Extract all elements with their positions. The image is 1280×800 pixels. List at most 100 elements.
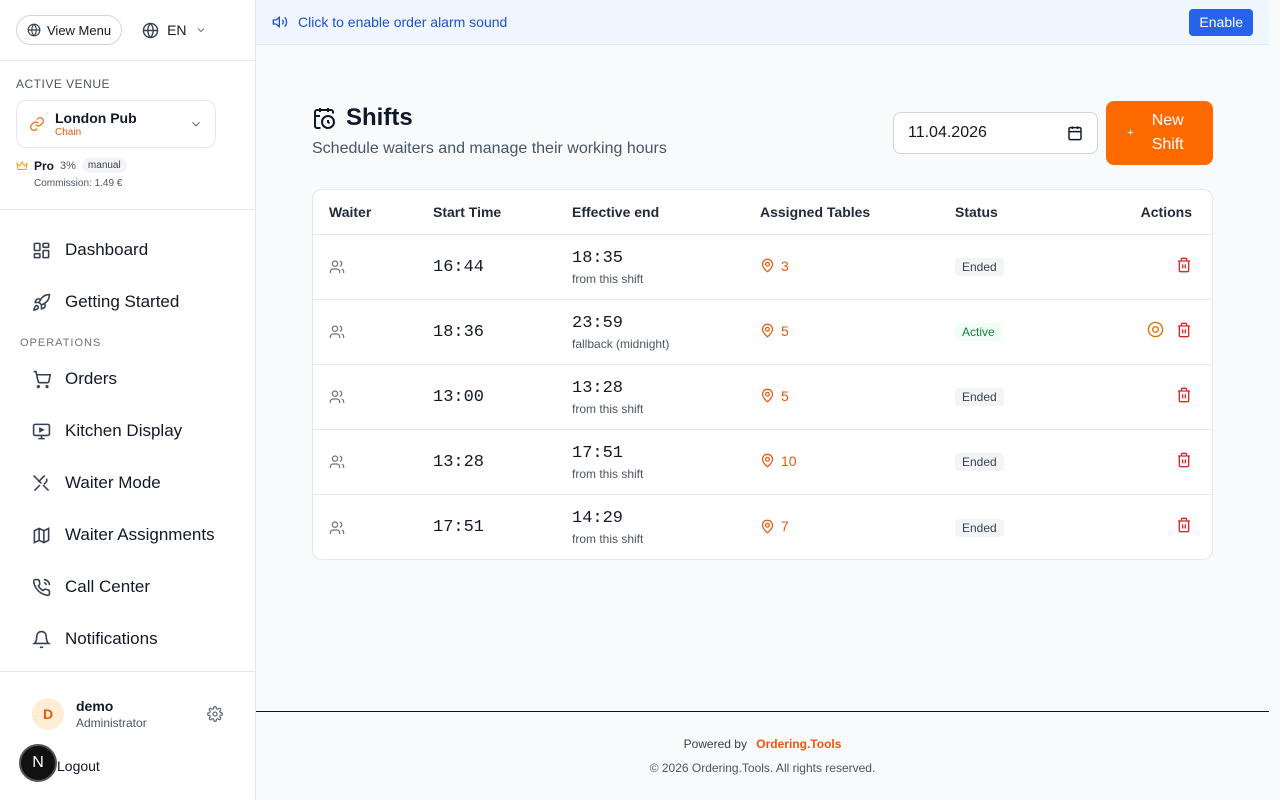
calendar-icon[interactable] bbox=[1067, 125, 1083, 141]
start-time: 16:44 bbox=[433, 257, 485, 277]
bell-icon bbox=[32, 630, 51, 649]
sidebar-item-notifications[interactable]: Notifications bbox=[0, 613, 255, 665]
end-time: 23:59 bbox=[572, 313, 624, 333]
plan-percent: 3% bbox=[60, 159, 76, 172]
effective-end-cell: 18:35 from this shift bbox=[572, 249, 760, 286]
assigned-tables-cell: 10 bbox=[760, 452, 955, 469]
grid-icon bbox=[32, 241, 51, 260]
map-pin-icon bbox=[760, 323, 775, 338]
sidebar-item-waiter-mode[interactable]: Waiter Mode bbox=[0, 457, 255, 509]
sidebar: View Menu EN ACTIVE VENUE London Pub Cha… bbox=[0, 0, 256, 800]
chevron-down-icon bbox=[195, 24, 207, 36]
status-cell: Ended bbox=[955, 388, 1095, 406]
user-name: demo bbox=[76, 698, 114, 714]
date-value: 11.04.2026 bbox=[908, 124, 987, 141]
start-time: 13:28 bbox=[433, 452, 485, 472]
sidebar-item-orders[interactable]: Orders bbox=[0, 353, 255, 405]
calendar-clock-icon bbox=[312, 106, 336, 130]
page-title: Shifts bbox=[346, 104, 413, 131]
sidebar-item-label: Orders bbox=[65, 369, 117, 388]
status-cell: Ended bbox=[955, 518, 1095, 537]
trash-icon[interactable] bbox=[1176, 257, 1192, 273]
page-subtitle: Schedule waiters and manage their workin… bbox=[312, 140, 667, 157]
shifts-table: Waiter Start Time Effective end Assigned… bbox=[312, 189, 1213, 560]
sidebar-item-kitchen-display[interactable]: Kitchen Display bbox=[0, 405, 255, 457]
gear-icon[interactable] bbox=[207, 706, 223, 722]
status-badge: Ended bbox=[955, 518, 1004, 537]
sidebar-item-label: Notifications bbox=[65, 629, 158, 648]
sidebar-item-label: Getting Started bbox=[65, 292, 180, 311]
trash-icon[interactable] bbox=[1176, 517, 1192, 533]
users-icon bbox=[329, 324, 433, 340]
map-icon bbox=[32, 526, 51, 545]
waiter-cell bbox=[313, 324, 433, 340]
logout-button[interactable]: Logout bbox=[57, 758, 100, 774]
effective-end-cell: 17:51 from this shift bbox=[572, 444, 760, 481]
stop-shift-icon[interactable] bbox=[1147, 321, 1164, 338]
users-icon bbox=[329, 520, 433, 536]
tables-count: 5 bbox=[781, 322, 789, 339]
banner-text[interactable]: Click to enable order alarm sound bbox=[298, 14, 508, 30]
sidebar-item-dashboard[interactable]: Dashboard bbox=[0, 224, 255, 276]
status-badge: Ended bbox=[955, 388, 1004, 406]
enable-sound-button[interactable]: Enable bbox=[1189, 8, 1253, 36]
language-selector[interactable]: EN bbox=[142, 22, 206, 39]
user-role: Administrator bbox=[76, 716, 147, 730]
next-dev-badge[interactable]: N bbox=[19, 744, 57, 782]
trash-icon[interactable] bbox=[1176, 387, 1192, 403]
plus-icon: + bbox=[1127, 127, 1134, 139]
end-note: from this shift bbox=[572, 401, 644, 416]
table-row: 16:44 18:35 from this shift 3 Ended bbox=[313, 235, 1212, 300]
assigned-tables-cell: 7 bbox=[760, 518, 955, 534]
venue-text: London Pub Chain bbox=[55, 110, 179, 139]
date-picker[interactable]: 11.04.2026 bbox=[893, 112, 1098, 154]
end-note: from this shift bbox=[572, 532, 644, 546]
new-shift-button[interactable]: + New Shift bbox=[1106, 101, 1213, 165]
venue-selector[interactable]: London Pub Chain bbox=[16, 100, 216, 148]
speaker-icon bbox=[272, 14, 288, 30]
copyright: © 2026 Ordering.Tools. All rights reserv… bbox=[649, 761, 876, 775]
status-cell: Ended bbox=[955, 453, 1095, 471]
brand-link[interactable]: Ordering.Tools bbox=[756, 737, 842, 751]
nav-section-operations: OPERATIONS bbox=[20, 337, 102, 349]
tables-count: 3 bbox=[781, 257, 789, 274]
assigned-tables-cell: 5 bbox=[760, 322, 955, 339]
end-note: from this shift bbox=[572, 466, 644, 481]
footer: Powered by Ordering.Tools © 2026 Orderin… bbox=[256, 711, 1269, 800]
trash-icon[interactable] bbox=[1176, 452, 1192, 468]
table-row: 13:28 17:51 from this shift 10 Ended bbox=[313, 430, 1212, 495]
trash-icon[interactable] bbox=[1176, 322, 1192, 338]
map-pin-icon bbox=[760, 453, 775, 468]
actions-cell bbox=[1095, 517, 1212, 533]
header-waiter: Waiter bbox=[329, 204, 372, 220]
view-menu-button[interactable]: View Menu bbox=[16, 15, 123, 45]
header-actions: Actions bbox=[1140, 204, 1192, 220]
sidebar-item-getting-started[interactable]: Getting Started bbox=[0, 276, 255, 328]
sidebar-item-waiter-assignments[interactable]: Waiter Assignments bbox=[0, 509, 255, 561]
waiter-cell bbox=[313, 454, 433, 470]
link-icon bbox=[29, 116, 45, 132]
avatar: D bbox=[32, 698, 64, 730]
actions-cell bbox=[1095, 452, 1212, 468]
utensils-icon bbox=[32, 474, 51, 493]
tables-count: 10 bbox=[781, 452, 797, 469]
end-time: 13:28 bbox=[572, 378, 624, 398]
powered-by-label: Powered by bbox=[683, 737, 747, 751]
chevron-down-icon bbox=[189, 117, 203, 131]
effective-end-cell: 13:28 from this shift bbox=[572, 379, 760, 416]
effective-end-cell: 14:29 from this shift bbox=[572, 509, 760, 546]
sidebar-item-call-center[interactable]: Call Center bbox=[0, 561, 255, 613]
end-time: 14:29 bbox=[572, 509, 624, 528]
tables-count: 7 bbox=[781, 518, 789, 534]
users-icon bbox=[329, 259, 433, 275]
globe-icon bbox=[142, 22, 159, 39]
status-cell: Ended bbox=[955, 258, 1095, 276]
sidebar-item-label: Waiter Mode bbox=[65, 473, 161, 492]
table-row: 18:36 23:59 fallback (midnight) 5 Active bbox=[313, 300, 1212, 365]
assigned-tables-cell: 5 bbox=[760, 388, 955, 404]
header-start-time: Start Time bbox=[433, 204, 502, 220]
actions-cell bbox=[1095, 387, 1212, 403]
users-icon bbox=[329, 454, 433, 470]
sidebar-top: View Menu EN bbox=[0, 0, 255, 61]
plan-badge: manual bbox=[81, 158, 127, 173]
